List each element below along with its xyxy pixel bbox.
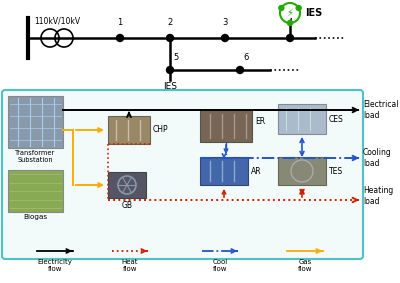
Circle shape	[222, 35, 228, 42]
Text: Electricity
flow: Electricity flow	[38, 259, 72, 272]
FancyBboxPatch shape	[200, 157, 248, 185]
Circle shape	[116, 35, 124, 42]
Text: AR: AR	[251, 166, 262, 175]
Text: IES: IES	[163, 82, 177, 91]
Circle shape	[166, 67, 174, 74]
Text: 5: 5	[173, 53, 178, 62]
Text: GB: GB	[122, 201, 132, 210]
Circle shape	[286, 35, 294, 42]
Text: ER: ER	[255, 117, 265, 127]
Text: ⚡: ⚡	[286, 8, 294, 18]
Text: Heating
load: Heating load	[363, 186, 393, 206]
Circle shape	[236, 67, 244, 74]
Text: CES: CES	[329, 115, 344, 123]
Text: Biogas: Biogas	[24, 214, 48, 220]
FancyBboxPatch shape	[200, 110, 252, 142]
Text: 2: 2	[167, 18, 173, 27]
Text: 3: 3	[222, 18, 228, 27]
Text: IES: IES	[305, 8, 322, 18]
FancyBboxPatch shape	[108, 172, 146, 198]
Circle shape	[279, 5, 284, 10]
Text: CHP: CHP	[153, 125, 169, 134]
Circle shape	[296, 5, 301, 10]
Circle shape	[288, 20, 292, 25]
Text: TES: TES	[329, 166, 343, 175]
Text: 6: 6	[243, 53, 248, 62]
Circle shape	[166, 35, 174, 42]
Text: 1: 1	[117, 18, 123, 27]
Text: Electrical
load: Electrical load	[363, 100, 398, 120]
Text: Transformer
Substation: Transformer Substation	[15, 150, 56, 163]
Text: Cool
flow: Cool flow	[212, 259, 228, 272]
FancyBboxPatch shape	[108, 116, 150, 144]
FancyBboxPatch shape	[8, 170, 63, 212]
FancyBboxPatch shape	[8, 96, 63, 148]
FancyBboxPatch shape	[278, 157, 326, 185]
Text: Gas
flow: Gas flow	[298, 259, 312, 272]
Text: Heat
flow: Heat flow	[122, 259, 138, 272]
FancyBboxPatch shape	[2, 90, 363, 259]
Text: 4: 4	[287, 18, 293, 27]
Text: Cooling
load: Cooling load	[363, 148, 392, 168]
FancyBboxPatch shape	[278, 104, 326, 134]
Text: 110kV/10kV: 110kV/10kV	[34, 17, 80, 26]
